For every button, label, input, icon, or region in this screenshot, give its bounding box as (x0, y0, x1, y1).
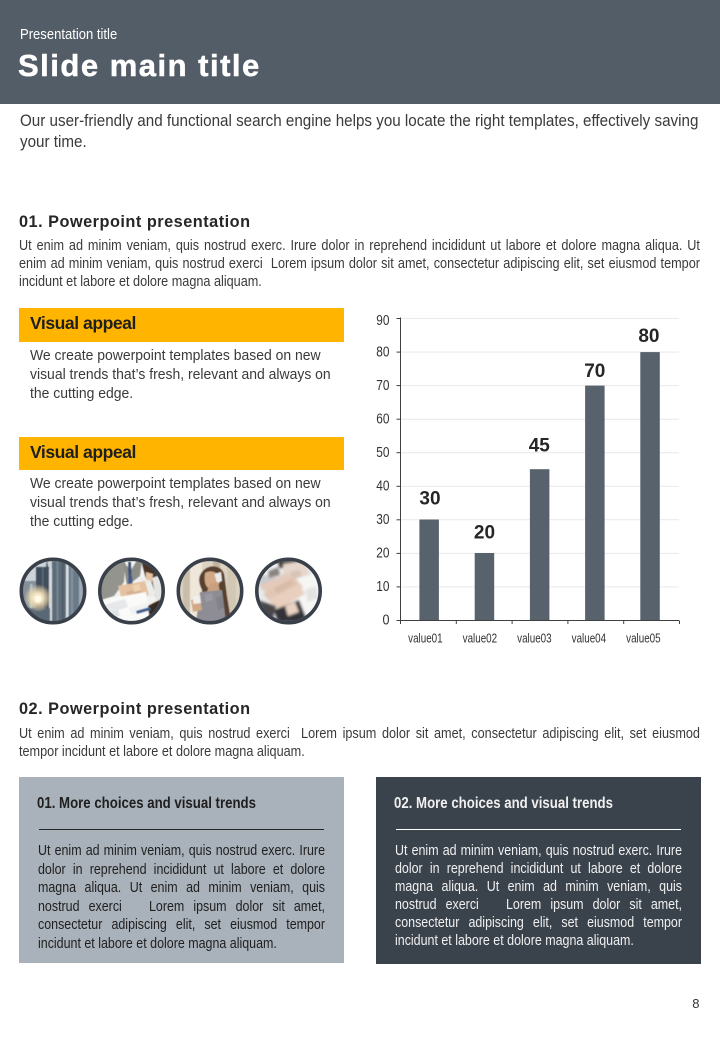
svg-text:value03: value03 (517, 630, 552, 645)
svg-text:60: 60 (376, 411, 389, 427)
svg-text:10: 10 (376, 579, 389, 595)
svg-text:45: 45 (529, 435, 551, 456)
svg-text:value02: value02 (463, 630, 498, 645)
svg-text:value05: value05 (626, 630, 661, 645)
svg-text:40: 40 (376, 479, 389, 495)
svg-text:value01: value01 (408, 630, 443, 645)
svg-text:value04: value04 (572, 630, 607, 645)
svg-text:80: 80 (638, 326, 659, 347)
svg-text:70: 70 (376, 378, 389, 394)
svg-text:50: 50 (376, 445, 389, 461)
svg-text:0: 0 (383, 613, 390, 629)
svg-text:70: 70 (584, 361, 605, 382)
svg-text:90: 90 (376, 313, 389, 329)
svg-text:20: 20 (474, 523, 495, 544)
svg-text:30: 30 (419, 488, 440, 509)
svg-text:30: 30 (376, 512, 389, 528)
svg-text:80: 80 (376, 344, 389, 360)
svg-text:20: 20 (376, 546, 389, 562)
